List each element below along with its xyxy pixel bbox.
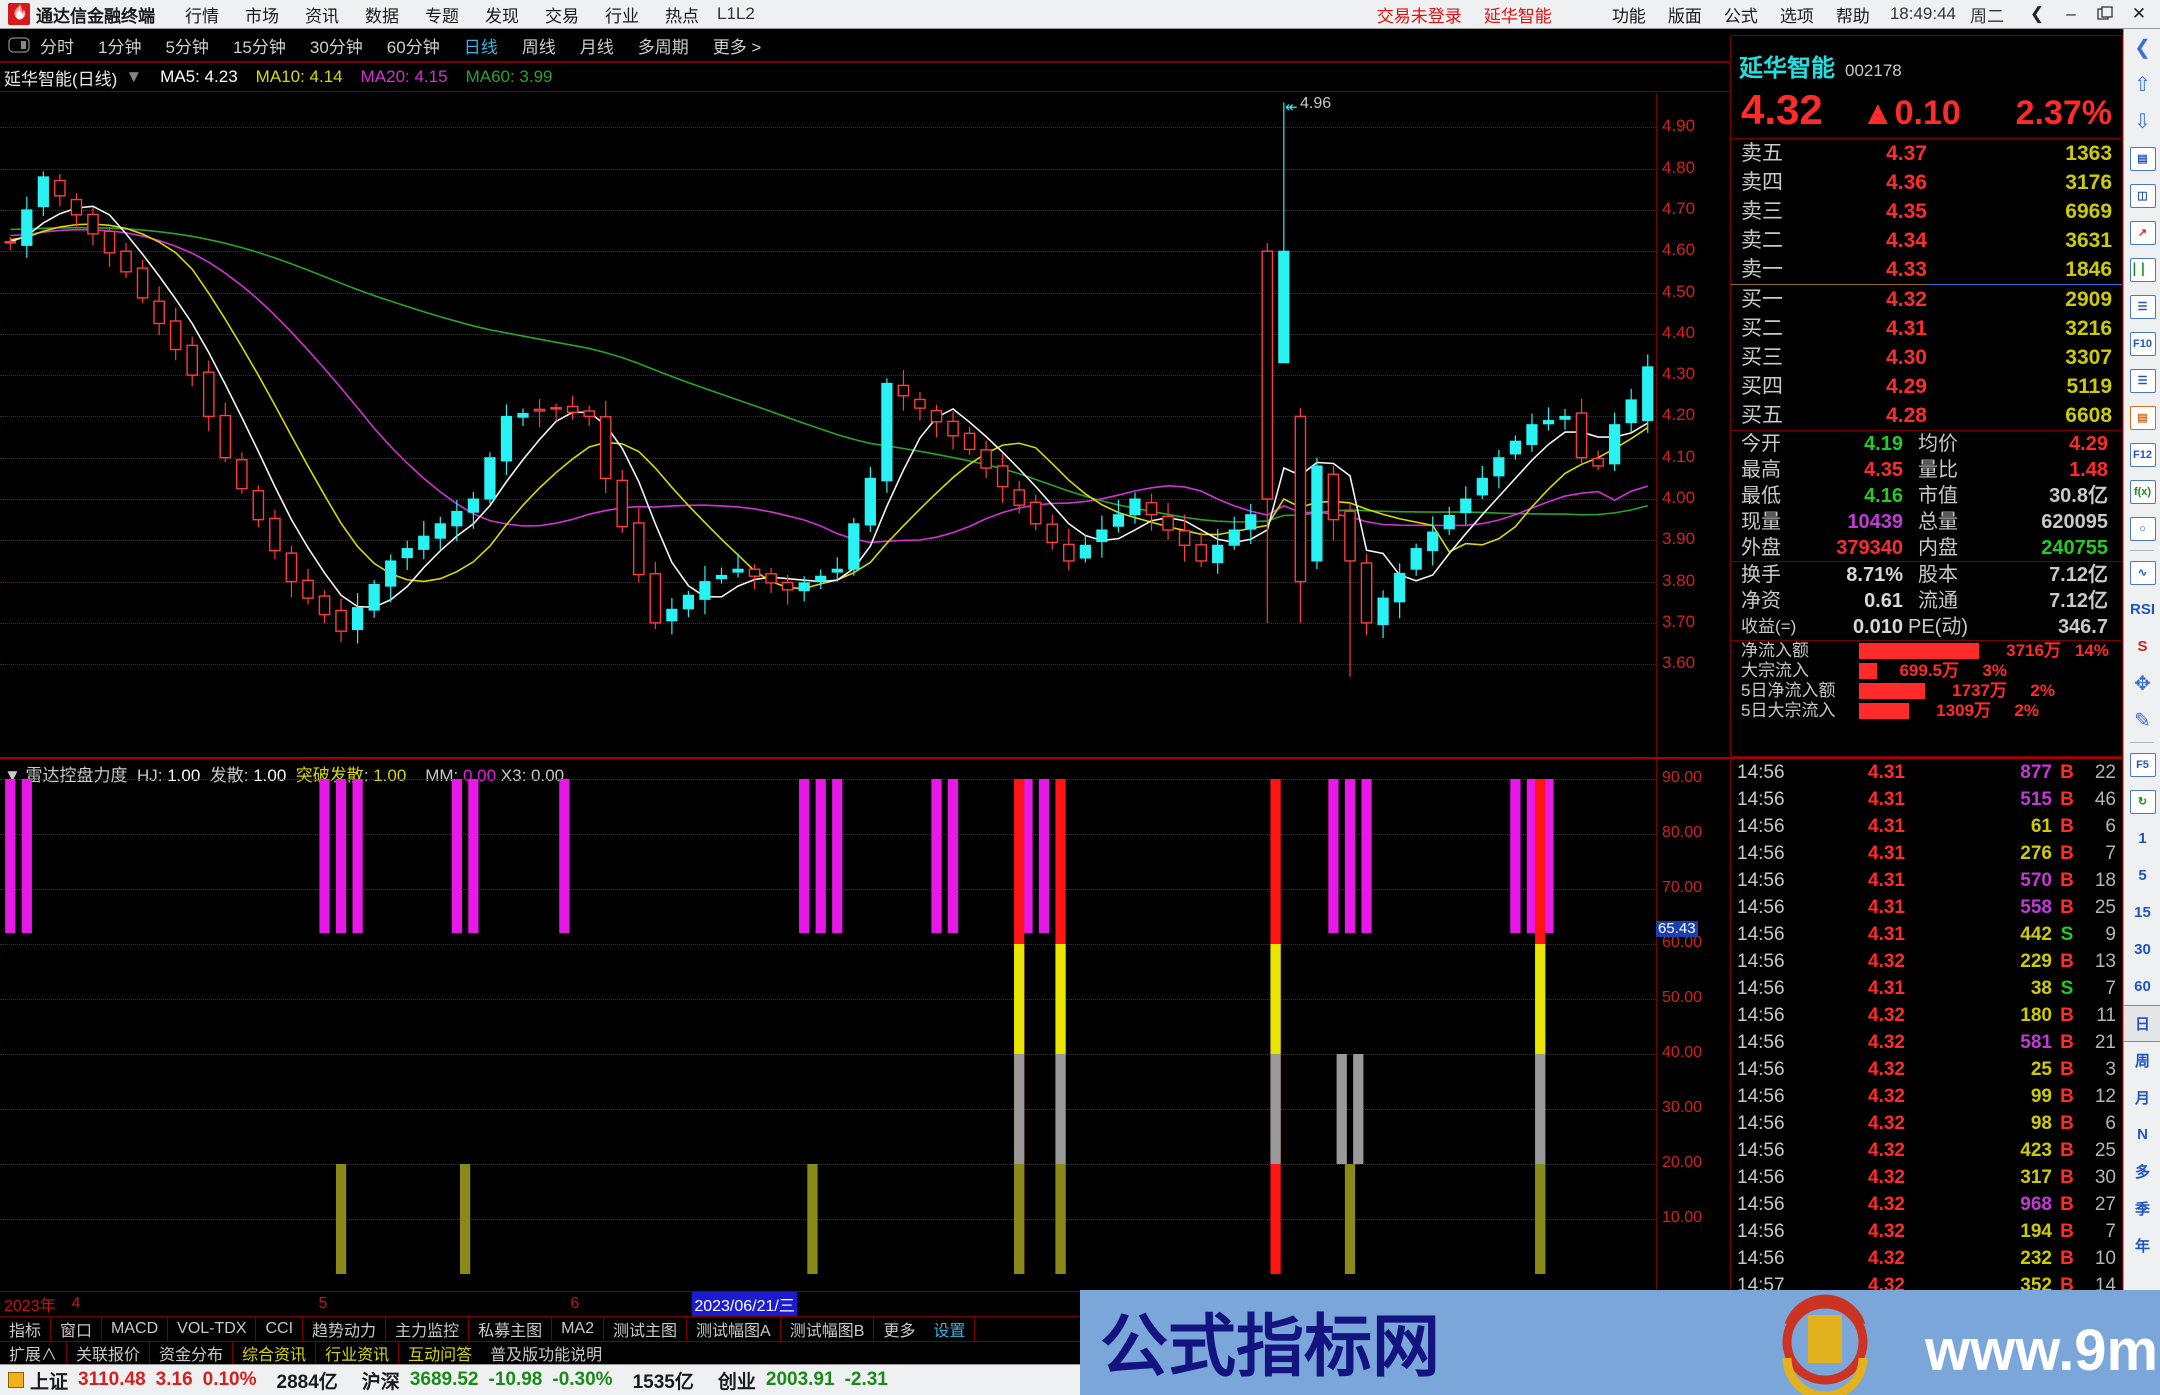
svg-text:公式指标网: 公式指标网 (1100, 1309, 1440, 1385)
svg-text:www.9m8.cn: www.9m8.cn (1924, 1318, 2160, 1383)
